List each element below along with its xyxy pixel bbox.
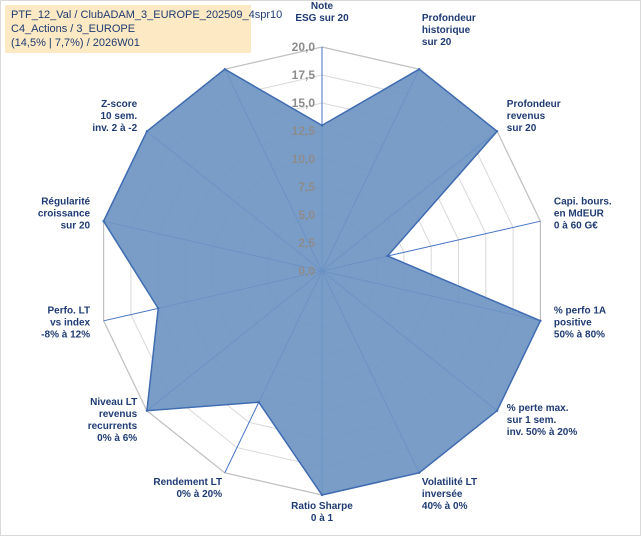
series-area bbox=[102, 68, 542, 496]
data-point-13 bbox=[223, 68, 226, 71]
axis-label-2: Profondeur revenus sur 20 bbox=[507, 99, 561, 134]
data-point-1 bbox=[418, 68, 421, 71]
data-point-10 bbox=[157, 307, 160, 310]
data-point-7 bbox=[320, 493, 324, 497]
data-point-4 bbox=[539, 319, 542, 322]
axis-label-10: Perfo. LT vs index -8% à 12% bbox=[41, 305, 90, 340]
axis-label-1: Profondeur historique sur 20 bbox=[422, 13, 476, 48]
tick-label-2: 5,0 bbox=[298, 208, 315, 222]
tick-label-5: 12,5 bbox=[292, 124, 316, 138]
tick-label-4: 10,0 bbox=[292, 152, 316, 166]
portfolio-subtitle: C4_Actions / 3_EUROPE bbox=[11, 23, 136, 35]
tick-label-1: 2,5 bbox=[298, 236, 315, 250]
portfolio-title: PTF_12_Val / ClubADAM_3_EUROPE_202509_4s… bbox=[11, 9, 283, 21]
data-point-8 bbox=[257, 401, 260, 404]
axis-label-4: % perfo 1A positive 50% à 80% bbox=[554, 305, 606, 340]
axis-label-5: % perte max. sur 1 sem. inv. 50% à 20% bbox=[507, 403, 578, 438]
portfolio-header: PTF_12_Val / ClubADAM_3_EUROPE_202509_4s… bbox=[5, 5, 283, 53]
data-point-12 bbox=[145, 130, 149, 133]
portfolio-metrics: (14,5% | 7,7%) / 2026W01 bbox=[11, 37, 140, 49]
axis-label-6: Volatilité LT inversée 40% à 0% bbox=[422, 477, 477, 512]
data-point-11 bbox=[102, 220, 105, 223]
axis-label-11: Régularité croissance sur 20 bbox=[38, 197, 91, 232]
tick-label-0: 0,0 bbox=[298, 264, 315, 278]
data-point-5 bbox=[495, 409, 499, 412]
series-layer bbox=[102, 68, 542, 497]
data-point-0 bbox=[320, 124, 324, 127]
data-point-3 bbox=[386, 254, 389, 258]
axis-label-0: Note ESG sur 20 bbox=[295, 1, 349, 24]
tick-label-6: 15,0 bbox=[292, 96, 316, 110]
data-point-6 bbox=[418, 471, 421, 474]
axis-label-12: Z-score 10 sem. inv. 2 à -2 bbox=[92, 99, 137, 134]
data-point-2 bbox=[495, 130, 499, 133]
tick-label-3: 7,5 bbox=[298, 180, 315, 194]
axis-label-8: Rendement LT 0% à 20% bbox=[153, 477, 222, 500]
tick-label-7: 17,5 bbox=[292, 68, 316, 82]
axis-label-9: Niveau LT revenus recurrents 0% à 6% bbox=[88, 397, 138, 444]
axis-label-3: Capi. bours. en MdEUR 0 à 60 G€ bbox=[554, 197, 612, 232]
data-point-9 bbox=[145, 409, 149, 412]
axis-label-7: Ratio Sharpe 0 à 1 bbox=[291, 501, 353, 524]
tick-label-8: 20,0 bbox=[292, 40, 316, 54]
tick-layer: 0,0 2,5 5,0 7,5 10,0 12,5 15,0 17,5 20,0 bbox=[292, 40, 316, 278]
